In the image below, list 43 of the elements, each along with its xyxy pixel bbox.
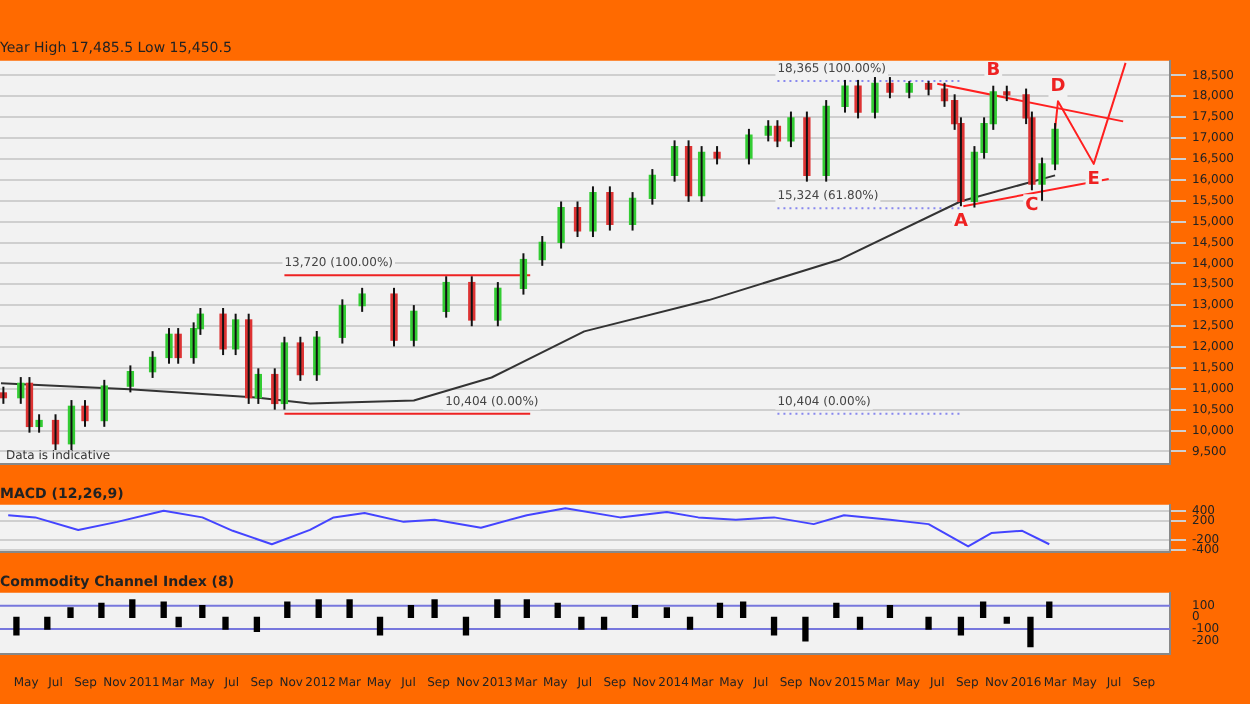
bar	[856, 616, 864, 630]
bar	[462, 616, 470, 636]
bar	[315, 599, 322, 619]
bar	[222, 616, 229, 630]
bar	[67, 607, 74, 619]
bar	[631, 605, 639, 619]
annotation: B	[986, 61, 1001, 82]
bar	[129, 599, 136, 619]
bar	[160, 601, 167, 619]
annotation: D	[1050, 77, 1066, 98]
bar	[979, 601, 987, 619]
bar	[346, 599, 353, 619]
bar	[833, 602, 840, 619]
bar	[886, 605, 894, 619]
bar	[600, 616, 608, 630]
bar	[13, 616, 20, 636]
bar	[663, 607, 671, 619]
bar	[523, 599, 530, 619]
bar	[686, 616, 694, 630]
bar	[175, 616, 182, 628]
bar	[253, 616, 261, 633]
annotation: C	[1025, 195, 1040, 216]
bar	[44, 616, 51, 630]
bar	[1027, 616, 1034, 648]
bar	[1046, 601, 1053, 619]
bar	[284, 601, 291, 619]
annotation: E	[1087, 169, 1100, 190]
bar	[431, 599, 438, 619]
bar	[1003, 616, 1010, 624]
bar	[494, 599, 501, 619]
bar	[578, 616, 585, 630]
bar	[802, 616, 809, 642]
bar	[376, 616, 384, 636]
bar	[925, 616, 932, 630]
bar	[739, 601, 747, 619]
bar	[407, 605, 415, 619]
bar	[199, 605, 206, 619]
bar	[554, 602, 561, 619]
bar	[770, 616, 778, 636]
annotation: A	[953, 211, 968, 232]
bar	[957, 616, 965, 636]
bar	[716, 602, 724, 619]
bar	[98, 602, 105, 619]
